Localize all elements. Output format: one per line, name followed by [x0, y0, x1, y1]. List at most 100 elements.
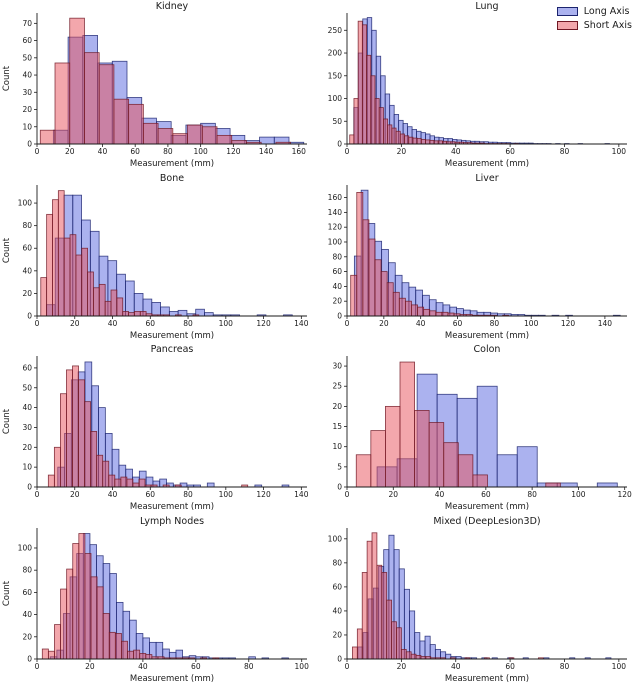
- svg-text:120: 120: [618, 490, 633, 499]
- svg-text:100: 100: [328, 534, 343, 543]
- svg-text:120: 120: [226, 147, 241, 156]
- y-axis-label: Count: [2, 408, 12, 434]
- svg-text:40: 40: [332, 281, 342, 290]
- x-axis-label: Measurement (mm): [445, 502, 529, 512]
- svg-text:100: 100: [18, 198, 33, 207]
- svg-text:25: 25: [332, 382, 342, 391]
- svg-text:80: 80: [560, 662, 570, 671]
- svg-text:80: 80: [527, 490, 537, 499]
- svg-text:60: 60: [22, 363, 32, 372]
- svg-text:80: 80: [244, 662, 254, 671]
- svg-text:60: 60: [191, 662, 201, 671]
- bone-bars: [40, 189, 293, 316]
- svg-text:60: 60: [453, 319, 463, 328]
- svg-text:40: 40: [108, 490, 118, 499]
- svg-text:5: 5: [337, 462, 342, 471]
- subplot-lymph-nodes: 0 20 40 60 80 100 0 20 40 60 80 100 Lymph Nodes Mea…: [0, 515, 320, 686]
- mixed-bars: [352, 531, 612, 659]
- subplot-mixed-deeplesion3d: 0 20 40 60 80 100 0 20 40 60 80 100 Mixed (DeepLesi…: [320, 515, 640, 686]
- x-axis-label: Measurement (mm): [130, 674, 214, 684]
- x-axis-label: Measurement (mm): [445, 159, 529, 169]
- svg-text:0: 0: [27, 311, 32, 320]
- liver-histogram-canvas: 0 20 40 60 80 100 120 140020406080100120140160 …: [328, 173, 627, 341]
- svg-text:80: 80: [490, 319, 500, 328]
- svg-text:20: 20: [332, 402, 342, 411]
- svg-text:20: 20: [22, 443, 32, 452]
- svg-text:20: 20: [332, 296, 342, 305]
- svg-text:40: 40: [416, 319, 426, 328]
- subplot-title: Mixed (DeepLesion3D): [433, 516, 540, 527]
- svg-text:140: 140: [294, 490, 309, 499]
- svg-text:0: 0: [35, 319, 40, 328]
- svg-text:60: 60: [22, 587, 32, 596]
- lung-histogram-canvas: 0 20 40 60 80 100 0 50 100 150 200 250 Lung Measure…: [328, 1, 627, 169]
- svg-text:100: 100: [18, 543, 33, 552]
- svg-text:80: 80: [163, 147, 173, 156]
- svg-text:10: 10: [22, 463, 32, 472]
- lymph-nodes-bars: [41, 532, 289, 659]
- subplot-bone: 0 20 40 60 80 100 120 140 0 20 40 60 80 100 Bone Meas…: [0, 172, 320, 344]
- svg-text:0: 0: [337, 140, 342, 149]
- svg-text:100: 100: [193, 147, 208, 156]
- svg-text:40: 40: [22, 266, 32, 275]
- long-axis-swatch: [556, 7, 578, 16]
- svg-text:100: 100: [295, 662, 310, 671]
- liver-bars: [350, 189, 621, 316]
- lung-bars: [349, 17, 610, 145]
- svg-text:50: 50: [22, 53, 32, 62]
- svg-text:20: 20: [389, 490, 399, 499]
- svg-text:0: 0: [35, 662, 40, 671]
- svg-text:100: 100: [612, 147, 627, 156]
- svg-text:40: 40: [451, 147, 461, 156]
- y-axis-label: Count: [2, 580, 12, 606]
- svg-text:0: 0: [337, 311, 342, 320]
- svg-text:250: 250: [328, 26, 343, 35]
- x-axis-label: Measurement (mm): [445, 331, 529, 341]
- svg-text:100: 100: [328, 237, 343, 246]
- legend: Long Axis Short Axis: [553, 4, 635, 33]
- kidney-histogram-canvas: 0 20 40 60 80 100 120 140 160 0 10 20 30 40 50 60 70 Kid…: [2, 1, 307, 169]
- svg-text:20: 20: [397, 662, 407, 671]
- svg-text:40: 40: [22, 610, 32, 619]
- svg-text:20: 20: [22, 288, 32, 297]
- legend-label-short-axis: Short Axis: [583, 20, 632, 31]
- bone-axes: 0 20 40 60 80 100 120 140 0 20 40 60 80 100: [18, 184, 309, 328]
- x-axis-label: Measurement (mm): [130, 502, 214, 512]
- y-axis-label: Count: [2, 65, 12, 91]
- svg-text:80: 80: [332, 252, 342, 261]
- svg-text:160: 160: [292, 147, 307, 156]
- svg-text:40: 40: [108, 319, 118, 328]
- svg-text:60: 60: [146, 319, 156, 328]
- bone-histogram-canvas: 0 20 40 60 80 100 120 140 0 20 40 60 80 100 Bone Meas…: [2, 173, 309, 341]
- liver-axes: 0 20 40 60 80 100 120 140 0 20 40 60 80 100 120 140 160: [328, 184, 627, 328]
- svg-text:40: 40: [451, 662, 461, 671]
- x-axis-label: Measurement (mm): [445, 674, 529, 684]
- svg-text:20: 20: [22, 105, 32, 114]
- svg-text:160: 160: [328, 193, 343, 202]
- svg-text:80: 80: [22, 221, 32, 230]
- mixed-axes: 0 20 40 60 80 100 0 20 40 60 80 100: [328, 527, 627, 671]
- svg-text:0: 0: [27, 483, 32, 492]
- legend-item-long-axis: Long Axis: [556, 6, 632, 17]
- subplot-pancreas: 0 20 40 60 80 100 120 140 0 10 20 30 40 50 60 Pancreas…: [0, 343, 320, 515]
- svg-text:20: 20: [70, 319, 80, 328]
- svg-text:10: 10: [22, 122, 32, 131]
- subplot-colon: 0 20 40 60 80 100 120 0 5 10 15 20 25 30 Colon Measur…: [320, 343, 640, 515]
- svg-text:0: 0: [27, 140, 32, 149]
- svg-text:0: 0: [35, 490, 40, 499]
- svg-text:200: 200: [328, 49, 343, 58]
- svg-text:140: 140: [598, 319, 613, 328]
- subplot-title: Liver: [475, 173, 498, 184]
- subplot-lung: 0 20 40 60 80 100 0 50 100 150 200 250 Lung Measure…: [320, 0, 640, 172]
- svg-text:30: 30: [332, 362, 342, 371]
- mixed-histogram-canvas: 0 20 40 60 80 100 0 20 40 60 80 100 Mixed (DeepLesi…: [328, 516, 627, 684]
- svg-text:60: 60: [332, 582, 342, 591]
- svg-text:20: 20: [332, 630, 342, 639]
- svg-text:100: 100: [328, 94, 343, 103]
- x-axis-label: Measurement (mm): [130, 331, 214, 341]
- svg-text:0: 0: [35, 147, 40, 156]
- svg-text:30: 30: [22, 88, 32, 97]
- svg-text:0: 0: [345, 319, 350, 328]
- svg-text:120: 120: [256, 319, 271, 328]
